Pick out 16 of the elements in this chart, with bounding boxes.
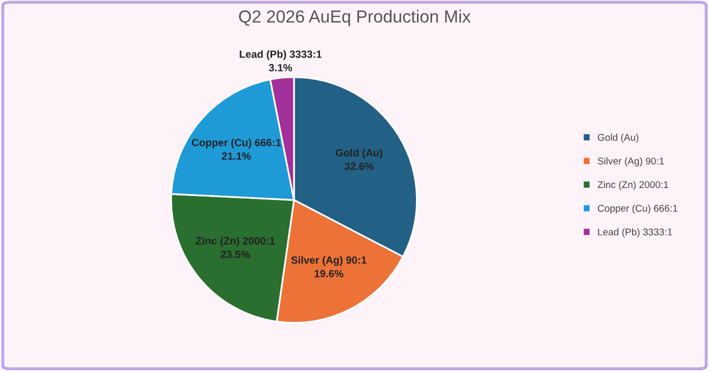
data-label: 23.5% [220,250,250,258]
legend-label: Lead (Pb) 3333:1 [598,228,672,238]
legend-label: Copper (Cu) 666:1 [598,204,678,214]
slice-label: Zinc (Zn) 2000:1 [196,236,275,247]
data-label: 21.1% [222,152,251,160]
legend-label: Silver (Ag) 90:1 [598,157,664,166]
data-label: 32.6% [344,162,374,170]
slice-label: Copper (Cu) 666:1 [192,138,281,148]
chart-title: Q2 2026 AuEq Production Mix [239,10,471,26]
data-label: 3.1% [268,64,292,72]
legend-label: Gold (Au) [598,134,638,143]
legend-label: Zinc (Zn) 2000:1 [598,180,668,190]
slice-label: Lead (Pb) 3333:1 [240,50,322,60]
slice-label: Gold (Au) [336,148,382,159]
data-label: 19.6% [314,270,344,278]
slice-label: Silver (Ag) 90:1 [291,256,366,266]
